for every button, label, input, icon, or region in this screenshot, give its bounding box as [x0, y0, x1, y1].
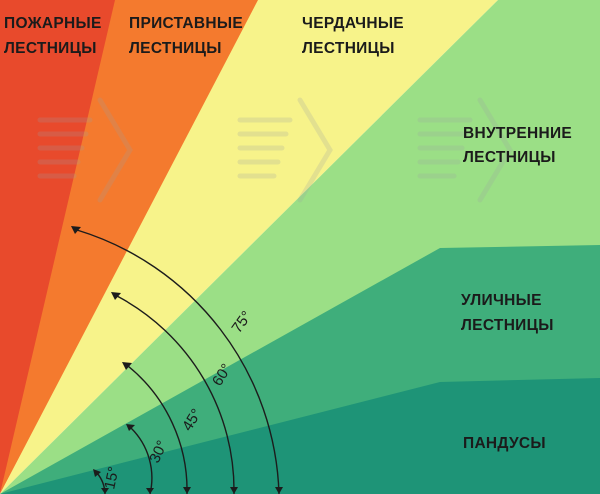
zone-labels: ПОЖАРНЫЕ ЛЕСТНИЦЫ ПРИСТАВНЫЕ ЛЕСТНИЦЫ ЧЕ… [4, 15, 572, 452]
angle-label-15: 15° [101, 465, 122, 491]
angle-arc-75 [71, 226, 283, 494]
zone-label-ladder-line2: ЛЕСТНИЦЫ [129, 40, 222, 57]
zone-label-interior-line1: ВНУТРЕННИЕ [463, 125, 572, 142]
zone-label-street-line1: УЛИЧНЫЕ [461, 292, 542, 309]
zone-label-fire-line2: ЛЕСТНИЦЫ [4, 40, 97, 57]
zone-label-interior-line2: ЛЕСТНИЦЫ [463, 149, 556, 166]
watermark-logo [37, 97, 513, 203]
angle-arc-30 [126, 424, 154, 494]
zone-label-fire-line1: ПОЖАРНЫЕ [4, 15, 102, 32]
zone-label-attic-line1: ЧЕРДАЧНЫЕ [302, 15, 404, 32]
angle-arc-45 [122, 362, 191, 494]
angle-arcs [71, 226, 283, 494]
zone-label-street-line2: ЛЕСТНИЦЫ [461, 317, 554, 334]
angle-arc-15 [93, 469, 109, 494]
angle-arc-60 [111, 292, 238, 494]
zone-label-ramps: ПАНДУСЫ [463, 435, 546, 452]
zone-label-attic-line2: ЛЕСТНИЦЫ [302, 40, 395, 57]
zone-label-ladder-line1: ПРИСТАВНЫЕ [129, 15, 243, 32]
